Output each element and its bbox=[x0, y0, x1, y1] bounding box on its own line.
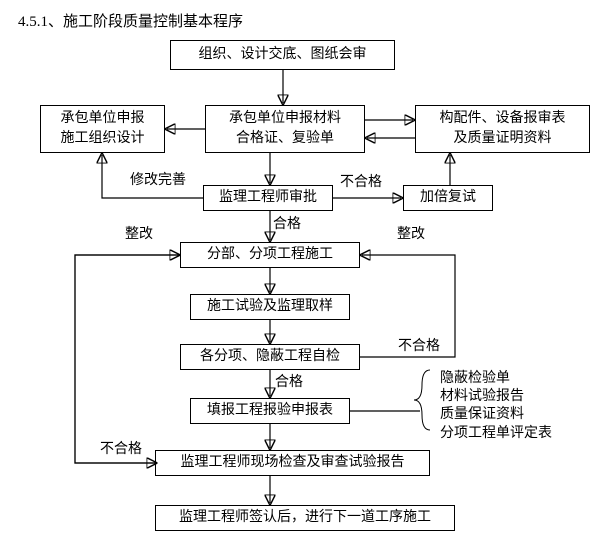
edge-label-nq1: 不合格 bbox=[340, 174, 382, 192]
node-retest: 加倍复试 bbox=[403, 185, 493, 211]
node-subitem-construction: 分部、分项工程施工 bbox=[180, 242, 360, 268]
node-fill-report: 填报工程报验申报表 bbox=[190, 398, 350, 424]
edge-label-q1: 合格 bbox=[273, 216, 301, 234]
node-component-forms: 构配件、设备报审表 及质量证明资料 bbox=[415, 105, 590, 153]
edge-label-rectify-r: 整改 bbox=[397, 226, 425, 244]
node-contractor-materials: 承包单位申报材料 合格证、复验单 bbox=[205, 105, 365, 153]
edge-label-nq2: 不合格 bbox=[398, 338, 440, 356]
doc-list: 隐蔽检验单 材料试验报告 质量保证资料 分项工程单评定表 bbox=[440, 370, 552, 443]
section-title: 4.5.1、施工阶段质量控制基本程序 bbox=[18, 10, 243, 31]
edge-label-modify: 修改完善 bbox=[130, 172, 186, 190]
node-contractor-plan: 承包单位申报 施工组织设计 bbox=[40, 105, 165, 153]
node-test-sampling: 施工试验及监理取样 bbox=[190, 294, 350, 320]
edge-label-nq3: 不合格 bbox=[100, 441, 142, 459]
node-org-design-review: 组织、设计交底、图纸会审 bbox=[170, 40, 395, 70]
node-onsite-check: 监理工程师现场检查及审查试验报告 bbox=[155, 450, 430, 476]
edge-label-q2: 合格 bbox=[275, 374, 303, 392]
node-supervisor-approval: 监理工程师审批 bbox=[203, 185, 333, 211]
edge-label-rectify-l: 整改 bbox=[125, 226, 153, 244]
flowchart-canvas: 4.5.1、施工阶段质量控制基本程序 组织、设计交底、图纸会审 承包单位申报 施… bbox=[0, 0, 615, 543]
node-signoff-next: 监理工程师签认后，进行下一道工序施工 bbox=[155, 505, 455, 531]
node-self-inspection: 各分项、隐蔽工程自检 bbox=[180, 344, 360, 370]
